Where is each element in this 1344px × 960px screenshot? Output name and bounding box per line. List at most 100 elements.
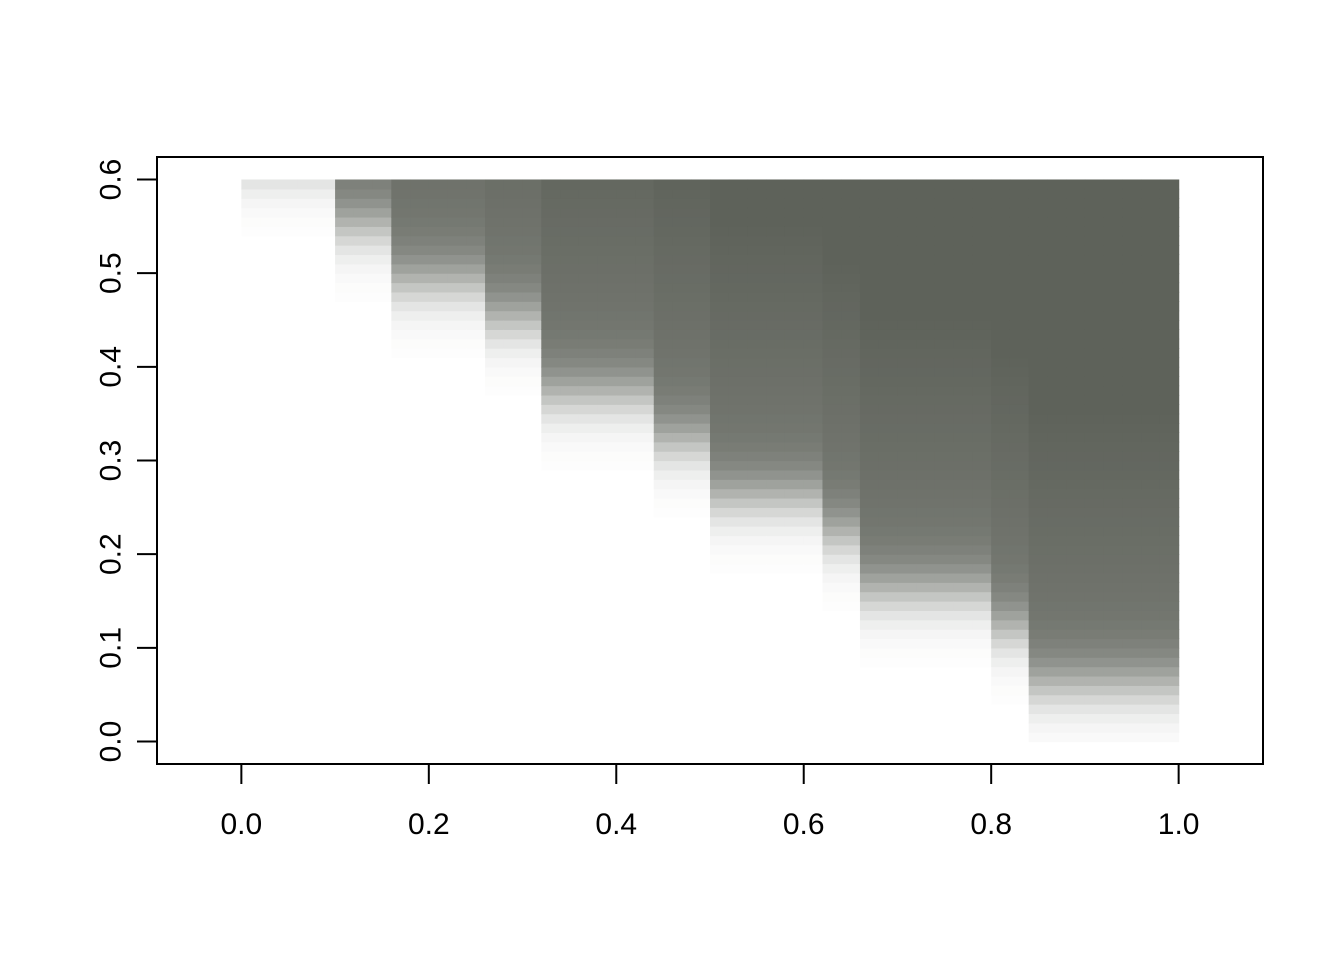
heat-cell [747,394,767,405]
heat-cell [1084,647,1105,658]
heat-cell [1159,198,1180,209]
heat-cell [710,563,730,574]
heat-cell [822,319,842,330]
heat-cell [766,563,786,574]
heat-cell [1103,610,1124,621]
heat-cell [1159,479,1180,490]
heat-cell [1047,554,1067,565]
heat-cell [934,404,955,415]
heat-cell [635,366,655,377]
heat-cell [859,591,880,602]
heat-cell [766,310,786,321]
heat-cell [972,263,992,274]
heat-cell [803,394,824,405]
heat-cell [1028,451,1049,462]
heat-cell [822,451,842,462]
heat-cell [822,563,842,574]
heat-cell [710,319,730,330]
heat-cell [1066,216,1086,227]
x-tick-label: 0.0 [220,808,262,841]
heat-cell [897,188,917,199]
heat-cell [597,263,617,274]
heat-cell [578,394,599,405]
heat-cell [1028,535,1049,546]
heat-cell [1066,704,1086,715]
heat-cell [1122,610,1142,621]
heat-cell [691,273,711,284]
heat-cell [897,479,917,490]
heat-cell [466,338,486,349]
heat-cell [372,198,392,209]
heat-cell [522,273,542,284]
heat-cell [1047,404,1067,415]
heat-cell [616,198,636,209]
heat-cell [859,526,880,537]
heat-cell [1159,413,1180,424]
heat-cell [934,310,955,321]
heat-cell [1047,638,1067,649]
heat-cell [916,657,936,668]
heat-cell [1084,619,1105,630]
heat-cell [991,394,1011,405]
heat-cell [972,385,992,396]
heat-cell [766,226,786,237]
heat-cell [1141,601,1161,611]
heat-cell [1103,713,1124,724]
heat-cell [1122,591,1142,602]
heat-cell [653,245,674,256]
heat-cell [822,282,842,293]
heat-cell [541,226,561,237]
heat-cell [728,526,749,537]
heat-cell [710,188,730,199]
heat-cell [1122,666,1142,677]
heat-cell [1084,376,1105,387]
heat-cell [1066,394,1086,405]
heat-cell [672,273,692,284]
heat-cell [1122,413,1142,424]
heat-cell [916,610,936,621]
heat-cell [316,188,336,199]
heat-cell [822,198,842,209]
heat-cell [822,188,842,199]
heat-cell [859,207,880,218]
heat-cell [934,544,955,555]
heat-cell [1141,179,1161,190]
heat-cell [260,188,280,199]
heat-cell [372,254,392,265]
heat-cell [1084,469,1105,480]
heat-cell [1122,432,1142,443]
heat-cell [428,319,449,330]
heat-cell [803,291,824,302]
heat-cell [297,226,317,237]
heat-cell [1103,563,1124,574]
heat-cell [1159,488,1180,499]
heat-cell [991,198,1011,209]
heat-cell [1122,582,1142,593]
heat-cell [916,329,936,340]
heat-cell [1122,404,1142,415]
heat-cell [1028,348,1049,359]
heat-cell [1028,226,1049,237]
heat-cell [878,619,899,630]
heat-cell [916,601,936,611]
heat-cell [841,282,861,293]
heat-cell [560,385,580,396]
heat-cell [916,516,936,527]
heat-cell [784,544,805,555]
heat-cell [503,263,524,274]
heat-cell [859,563,880,574]
heat-cell [1066,638,1086,649]
heat-cell [1028,432,1049,443]
heat-cell [897,263,917,274]
heat-cell [1122,385,1142,396]
heat-cell [672,469,692,480]
heat-cell [803,516,824,527]
heat-cell [560,263,580,274]
heat-cell [1159,526,1180,537]
heat-cell [335,198,355,209]
heat-cell [1009,245,1030,256]
heat-cell [859,460,880,471]
heat-cell [410,291,430,302]
heat-cell [616,291,636,302]
heat-cell [934,591,955,602]
